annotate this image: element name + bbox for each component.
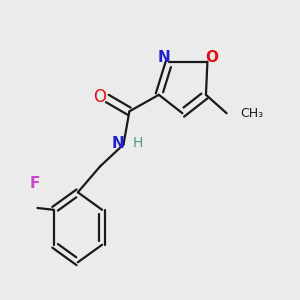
Text: H: H — [132, 136, 143, 150]
Text: N: N — [158, 50, 170, 65]
Text: CH₃: CH₃ — [241, 107, 264, 120]
Text: F: F — [29, 176, 40, 191]
Text: O: O — [205, 50, 218, 65]
Text: N: N — [112, 136, 124, 151]
Text: O: O — [93, 88, 106, 106]
